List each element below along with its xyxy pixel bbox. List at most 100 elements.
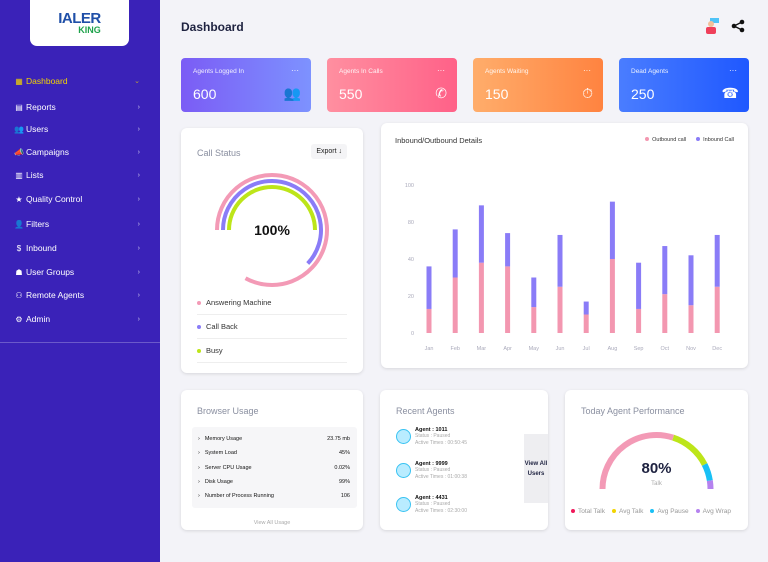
x-tick-label: Jul — [583, 346, 590, 352]
legend-item: Call Back — [197, 315, 347, 339]
bar-inbound-call[interactable] — [478, 205, 484, 263]
sidebar-item-user-groups[interactable]: ☗ User Groups › — [14, 264, 140, 280]
card-title: Today Agent Performance — [581, 406, 685, 416]
stat-label: Agents Logged In — [193, 68, 244, 75]
card-title: Recent Agents — [396, 406, 455, 416]
sidebar: IALER KING ▦ Dashboard ⌄ ▤ Reports › 👥 Users › 📣 C… — [0, 0, 160, 562]
ring-arc — [221, 179, 323, 265]
more-icon[interactable]: ··· — [729, 66, 737, 75]
sidebar-item-quality-control[interactable]: ★ Quality Control › — [14, 191, 140, 207]
bar-outbound-call[interactable] — [531, 307, 537, 333]
agent-performance-card: Today Agent Performance 80% Talk Total T… — [565, 390, 748, 530]
legend-item: Outbound call — [645, 137, 686, 143]
legend-label: Avg Wrap — [702, 508, 731, 515]
x-tick-label: Mar — [477, 346, 487, 352]
bar-outbound-call[interactable] — [714, 286, 720, 333]
sidebar-item-dashboard[interactable]: ▦ Dashboard ⌄ — [14, 73, 140, 89]
chevron-icon: › — [137, 291, 140, 299]
stat-card[interactable]: Dead Agents 250 ··· ☎ — [619, 58, 749, 112]
bar-outbound-call[interactable] — [609, 259, 615, 333]
browser-usage-card: Browser Usage › Memory Usage 23.75 mb › Syst… — [181, 390, 363, 530]
sidebar-item-label: Dashboard — [26, 76, 68, 86]
usage-row[interactable]: › Server CPU Usage 0.02% — [198, 465, 350, 471]
agent-item[interactable]: Agent : 4431 Status : Paused Active Times … — [396, 495, 467, 515]
sidebar-item-label: Filters — [26, 219, 50, 229]
bar-inbound-call[interactable] — [583, 301, 589, 315]
view-all-users-button[interactable]: View All Users — [524, 434, 548, 503]
card-title: Call Status — [197, 148, 241, 158]
legend-dot — [611, 509, 616, 513]
legend-item: Avg Talk — [611, 508, 644, 515]
share-icon[interactable] — [731, 19, 745, 33]
chevron-icon: › — [137, 268, 140, 276]
bar-inbound-call[interactable] — [531, 277, 537, 308]
usage-label: Number of Process Running — [204, 493, 274, 500]
performance-gauge — [599, 432, 714, 490]
usage-row[interactable]: › System Load 45% — [198, 450, 350, 456]
logo[interactable]: IALER KING — [30, 0, 129, 46]
bar-outbound-call[interactable] — [636, 308, 642, 333]
legend-label: Total Talk — [578, 508, 605, 515]
agent-item[interactable]: Agent : 9999 Status : Paused Active Times … — [396, 461, 467, 481]
agent-name: Agent : 4431 — [415, 495, 448, 501]
more-icon[interactable]: ··· — [583, 66, 591, 75]
stat-card[interactable]: Agents Waiting 150 ··· ⏱ — [473, 58, 603, 112]
sidebar-item-users[interactable]: 👥 Users › — [14, 121, 140, 137]
bar-inbound-call[interactable] — [714, 234, 720, 287]
gauge-segment — [672, 434, 708, 466]
usage-row[interactable]: › Memory Usage 23.75 mb — [198, 436, 350, 442]
legend-dot — [695, 509, 700, 513]
ring-arc — [227, 185, 317, 231]
legend-label: Answering Machine — [206, 298, 272, 307]
agent-item[interactable]: Agent : 1011 Status : Paused Active Times … — [396, 427, 467, 447]
legend-label: Avg Talk — [618, 508, 644, 515]
bar-inbound-call[interactable] — [426, 266, 432, 309]
bar-outbound-call[interactable] — [478, 262, 484, 333]
usage-row[interactable]: › Disk Usage 99% — [198, 479, 350, 485]
sidebar-item-lists[interactable]: ▥ Lists › — [14, 167, 140, 183]
chevron-icon: › — [137, 148, 140, 156]
bar-outbound-call[interactable] — [452, 277, 458, 334]
stat-card[interactable]: Agents Logged In 600 ··· 👥 — [181, 58, 311, 112]
export-button[interactable]: Export ↓ — [311, 144, 347, 159]
sidebar-item-reports[interactable]: ▤ Reports › — [14, 99, 140, 115]
view-all-usage-link[interactable]: View All Usage — [253, 520, 291, 526]
bar-outbound-call[interactable] — [688, 305, 694, 333]
avatar — [396, 429, 411, 444]
usage-row[interactable]: › Number of Process Running 106 — [198, 493, 350, 499]
sidebar-item-label: Remote Agents — [26, 290, 85, 300]
bar-inbound-call[interactable] — [505, 233, 511, 267]
bar-inbound-call[interactable] — [452, 229, 458, 278]
bar-inbound-call[interactable] — [636, 262, 642, 309]
page-title: Dashboard — [181, 20, 244, 34]
sidebar-item-label: Lists — [26, 170, 44, 180]
bar-inbound-call[interactable] — [557, 234, 563, 287]
more-icon[interactable]: ··· — [291, 66, 299, 75]
sidebar-item-filters[interactable]: 👤 Filters › — [14, 216, 140, 232]
chevron-icon: › — [137, 103, 140, 111]
x-tick-label: Nov — [686, 346, 696, 352]
sidebar-item-inbound[interactable]: $ Inbound › — [14, 240, 140, 256]
bar-inbound-call[interactable] — [688, 255, 694, 306]
bar-outbound-call[interactable] — [505, 266, 511, 333]
avatar — [396, 497, 411, 512]
hangup-icon: ☎ — [721, 85, 739, 101]
sidebar-item-campaigns[interactable]: 📣 Campaigns › — [14, 144, 140, 160]
more-icon[interactable]: ··· — [437, 66, 445, 75]
x-tick-label: Sep — [634, 346, 644, 352]
sidebar-item-admin[interactable]: ⚙ Admin › — [14, 311, 140, 327]
sidebar-item-label: Quality Control — [26, 194, 83, 204]
agent-avatar-icon[interactable] — [705, 18, 719, 34]
sidebar-item-remote-agents[interactable]: ⚇ Remote Agents › — [14, 287, 140, 303]
user-clock-icon: ⏱ — [582, 85, 593, 101]
bar-outbound-call[interactable] — [583, 314, 589, 334]
stat-card[interactable]: Agents In Calls 550 ··· ✆ — [327, 58, 457, 112]
bar-inbound-call[interactable] — [609, 201, 615, 259]
bar-outbound-call[interactable] — [426, 308, 432, 333]
megaphone-icon: 📣 — [14, 147, 24, 157]
bar-outbound-call[interactable] — [557, 286, 563, 333]
bar-outbound-call[interactable] — [662, 294, 668, 333]
stat-value: 250 — [631, 86, 655, 102]
bar-inbound-call[interactable] — [662, 246, 668, 295]
legend-label: Avg Pause — [657, 508, 689, 515]
